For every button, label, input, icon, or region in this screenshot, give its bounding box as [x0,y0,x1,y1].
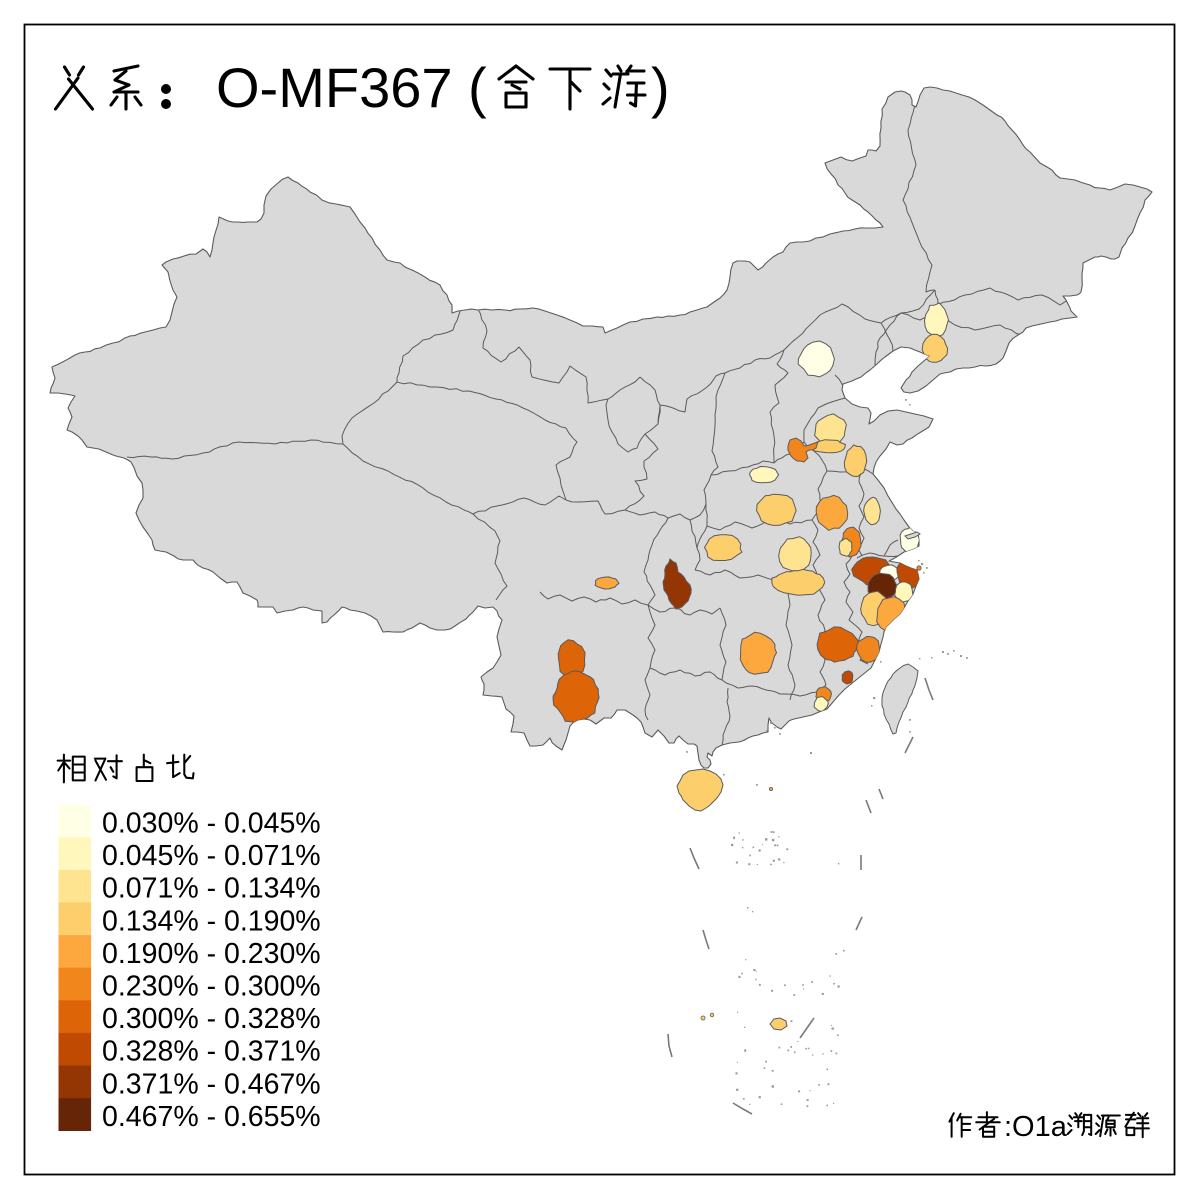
svg-text:0.134% - 0.190%: 0.134% - 0.190% [102,905,321,937]
svg-text:0.328% - 0.371%: 0.328% - 0.371% [102,1036,321,1068]
svg-text:0.071% - 0.134%: 0.071% - 0.134% [102,873,321,905]
svg-text:0.300% - 0.328%: 0.300% - 0.328% [102,1003,321,1035]
svg-text:0.045% - 0.071%: 0.045% - 0.071% [102,840,321,872]
svg-text::O1a: :O1a [1004,1111,1068,1143]
svg-text:0.190% - 0.230%: 0.190% - 0.230% [102,938,321,970]
svg-text:0.230% - 0.300%: 0.230% - 0.300% [102,971,321,1003]
svg-text:0.467% - 0.655%: 0.467% - 0.655% [102,1101,321,1133]
svg-text:O-MF367 (: O-MF367 ( [216,56,487,119]
svg-text:): ) [651,56,670,119]
svg-text:0.030% - 0.045%: 0.030% - 0.045% [102,808,321,840]
svg-text:0.371% - 0.467%: 0.371% - 0.467% [102,1068,321,1100]
